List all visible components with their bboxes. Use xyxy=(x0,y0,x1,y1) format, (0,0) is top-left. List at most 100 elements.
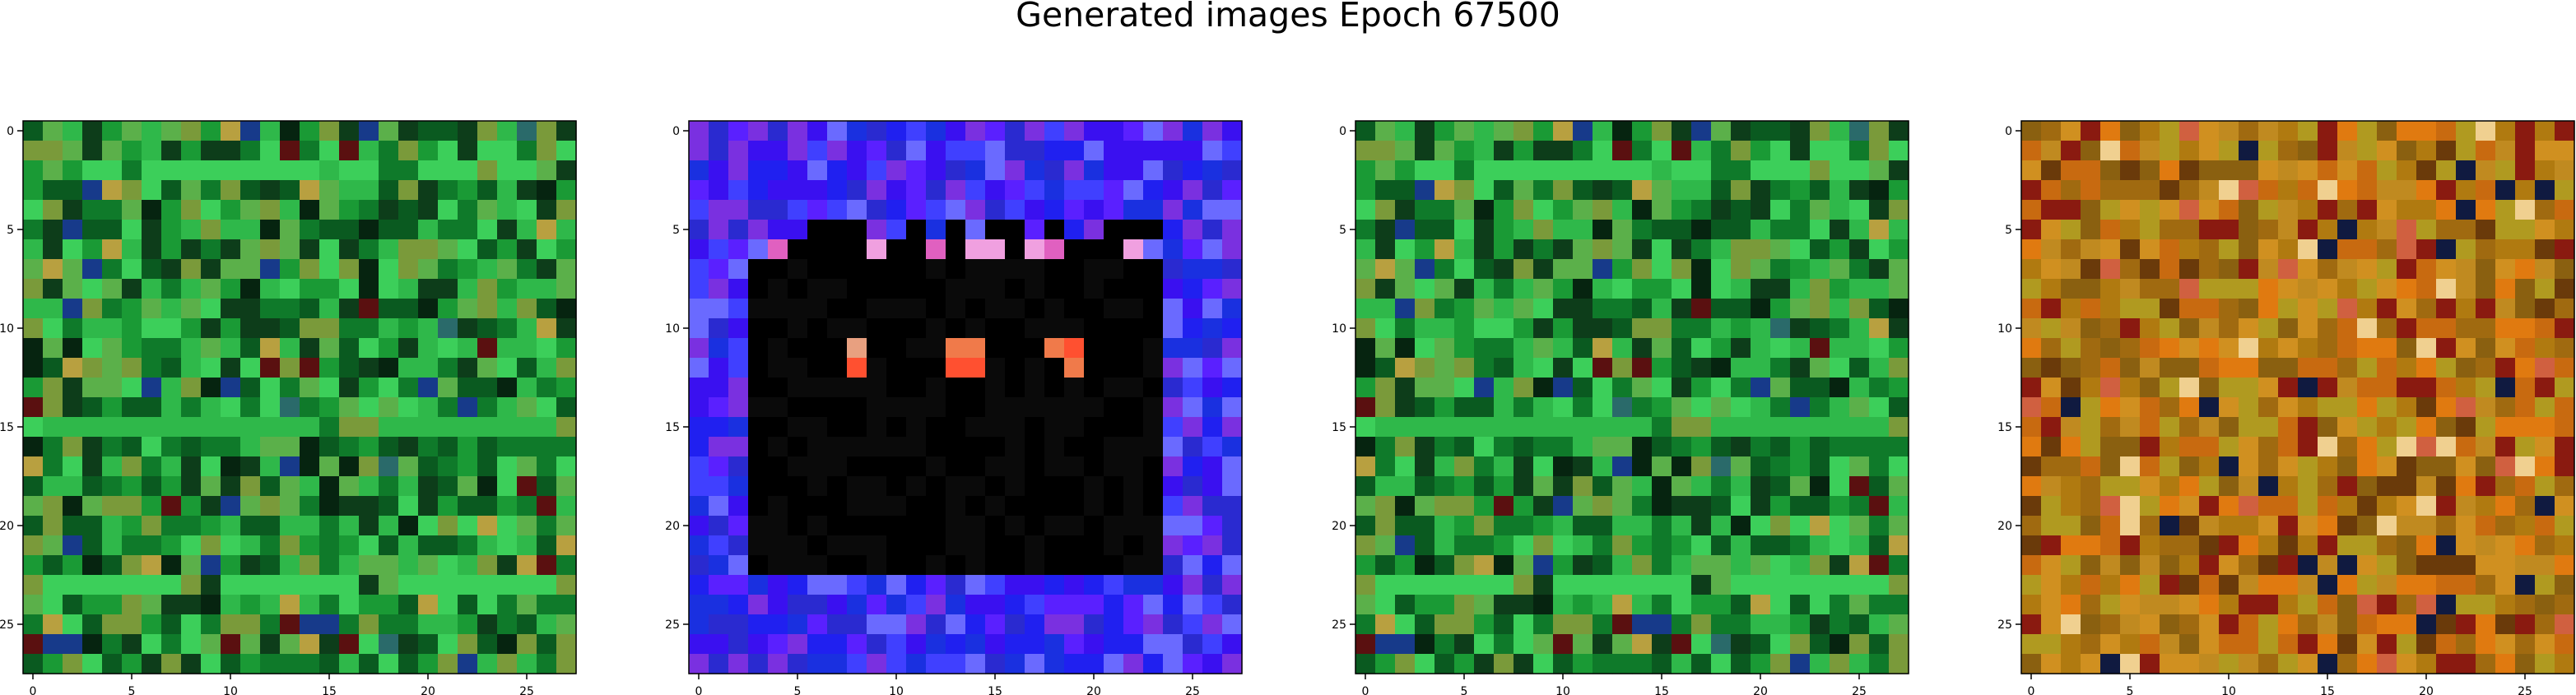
pixel-cell xyxy=(339,200,360,220)
pixel-cell xyxy=(1553,239,1574,260)
pixel-cell xyxy=(1044,141,1065,161)
pixel-cell xyxy=(2337,259,2358,280)
pixel-cell xyxy=(1143,220,1164,240)
pixel-cell xyxy=(965,456,986,477)
pixel-cell xyxy=(1044,614,1065,635)
pixel-cell xyxy=(2199,496,2220,517)
pixel-cell xyxy=(1395,318,1416,339)
pixel-cell xyxy=(2535,535,2555,556)
pixel-cell xyxy=(142,200,162,220)
pixel-cell xyxy=(2219,358,2239,378)
pixel-cell xyxy=(2219,141,2239,161)
pixel-cell xyxy=(2456,535,2476,556)
pixel-cell xyxy=(2219,279,2239,299)
pixel-cell xyxy=(1454,318,1475,339)
pixel-cell xyxy=(2199,516,2220,536)
pixel-cell xyxy=(2318,456,2338,477)
pixel-cell xyxy=(2436,437,2457,457)
pixel-cell xyxy=(2120,239,2141,260)
pixel-cell xyxy=(1123,259,1144,280)
pixel-cell xyxy=(2100,634,2121,655)
pixel-cell xyxy=(1810,180,1830,201)
pixel-cell xyxy=(2160,318,2180,339)
pixel-cell xyxy=(827,417,848,438)
pixel-cell xyxy=(240,595,261,615)
pixel-cell xyxy=(2160,220,2180,240)
pixel-cell xyxy=(23,299,44,319)
pixel-cell xyxy=(2357,595,2378,615)
pixel-cell xyxy=(1889,259,1909,280)
pixel-cell xyxy=(1183,200,1203,220)
pixel-cell xyxy=(2199,634,2220,655)
pixel-cell xyxy=(965,397,986,418)
pixel-cell xyxy=(2337,200,2358,220)
pixel-cell xyxy=(1830,595,1850,615)
y-tick-label: 25 xyxy=(1332,619,1346,632)
pixel-cell xyxy=(82,417,103,438)
pixel-cell xyxy=(1514,121,1534,141)
pixel-cell xyxy=(1731,516,1751,536)
pixel-cell xyxy=(438,220,458,240)
pixel-cell xyxy=(1415,299,1435,319)
pixel-cell xyxy=(1454,397,1475,418)
pixel-cell xyxy=(142,378,162,398)
pixel-cell xyxy=(1711,575,1732,595)
pixel-cell xyxy=(1143,239,1164,260)
pixel-cell xyxy=(240,575,261,595)
pixel-cell xyxy=(1593,160,1613,181)
pixel-cell xyxy=(2416,358,2437,378)
pixel-cell xyxy=(1202,417,1223,438)
pixel-cell xyxy=(946,121,966,141)
pixel-cell xyxy=(418,614,439,635)
pixel-cell xyxy=(1064,555,1085,576)
pixel-cell xyxy=(1533,456,1554,477)
pixel-cell xyxy=(1163,121,1183,141)
pixel-cell xyxy=(2219,496,2239,517)
pixel-cell xyxy=(2495,456,2516,477)
pixel-cell xyxy=(1222,575,1243,595)
pixel-cell xyxy=(23,358,44,378)
pixel-cell xyxy=(2061,614,2081,635)
pixel-cell xyxy=(827,299,848,319)
pixel-cell xyxy=(2555,496,2575,517)
pixel-cell xyxy=(1691,200,1712,220)
pixel-cell xyxy=(398,476,419,497)
pixel-cell xyxy=(2219,516,2239,536)
pixel-cell xyxy=(181,338,202,359)
pixel-cell xyxy=(2298,456,2318,477)
pixel-cell xyxy=(2021,220,2042,240)
pixel-cell xyxy=(2258,160,2279,181)
pixel-cell xyxy=(1553,279,1574,299)
pixel-cell xyxy=(181,259,202,280)
pixel-cell xyxy=(2495,397,2516,418)
x-tick-label: 0 xyxy=(30,685,37,695)
pixel-cell xyxy=(1612,259,1633,280)
pixel-cell xyxy=(2239,516,2259,536)
y-tick-label: 10 xyxy=(1332,322,1346,336)
pixel-cell xyxy=(2021,516,2042,536)
pixel-cell xyxy=(1222,358,1243,378)
pixel-cell xyxy=(1395,654,1416,674)
pixel-cell xyxy=(985,456,1006,477)
pixel-cell xyxy=(1770,595,1791,615)
pixel-cell xyxy=(477,378,498,398)
pixel-cell xyxy=(965,318,986,339)
pixel-cell xyxy=(359,437,379,457)
pixel-cell xyxy=(201,516,221,536)
pixel-cell xyxy=(946,397,966,418)
pixel-cell xyxy=(886,614,907,635)
pixel-cell xyxy=(2456,437,2476,457)
pixel-cell xyxy=(1514,338,1534,359)
pixel-cell xyxy=(280,180,300,201)
pixel-cell xyxy=(2061,417,2081,438)
pixel-cell xyxy=(1652,634,1672,655)
pixel-cell xyxy=(2219,318,2239,339)
pixel-cell xyxy=(768,220,788,240)
pixel-cell xyxy=(2179,437,2200,457)
pixel-cell xyxy=(1691,634,1712,655)
pixel-cell xyxy=(161,160,182,181)
pixel-cell xyxy=(221,259,241,280)
pixel-cell xyxy=(2555,358,2575,378)
pixel-cell xyxy=(728,476,749,497)
